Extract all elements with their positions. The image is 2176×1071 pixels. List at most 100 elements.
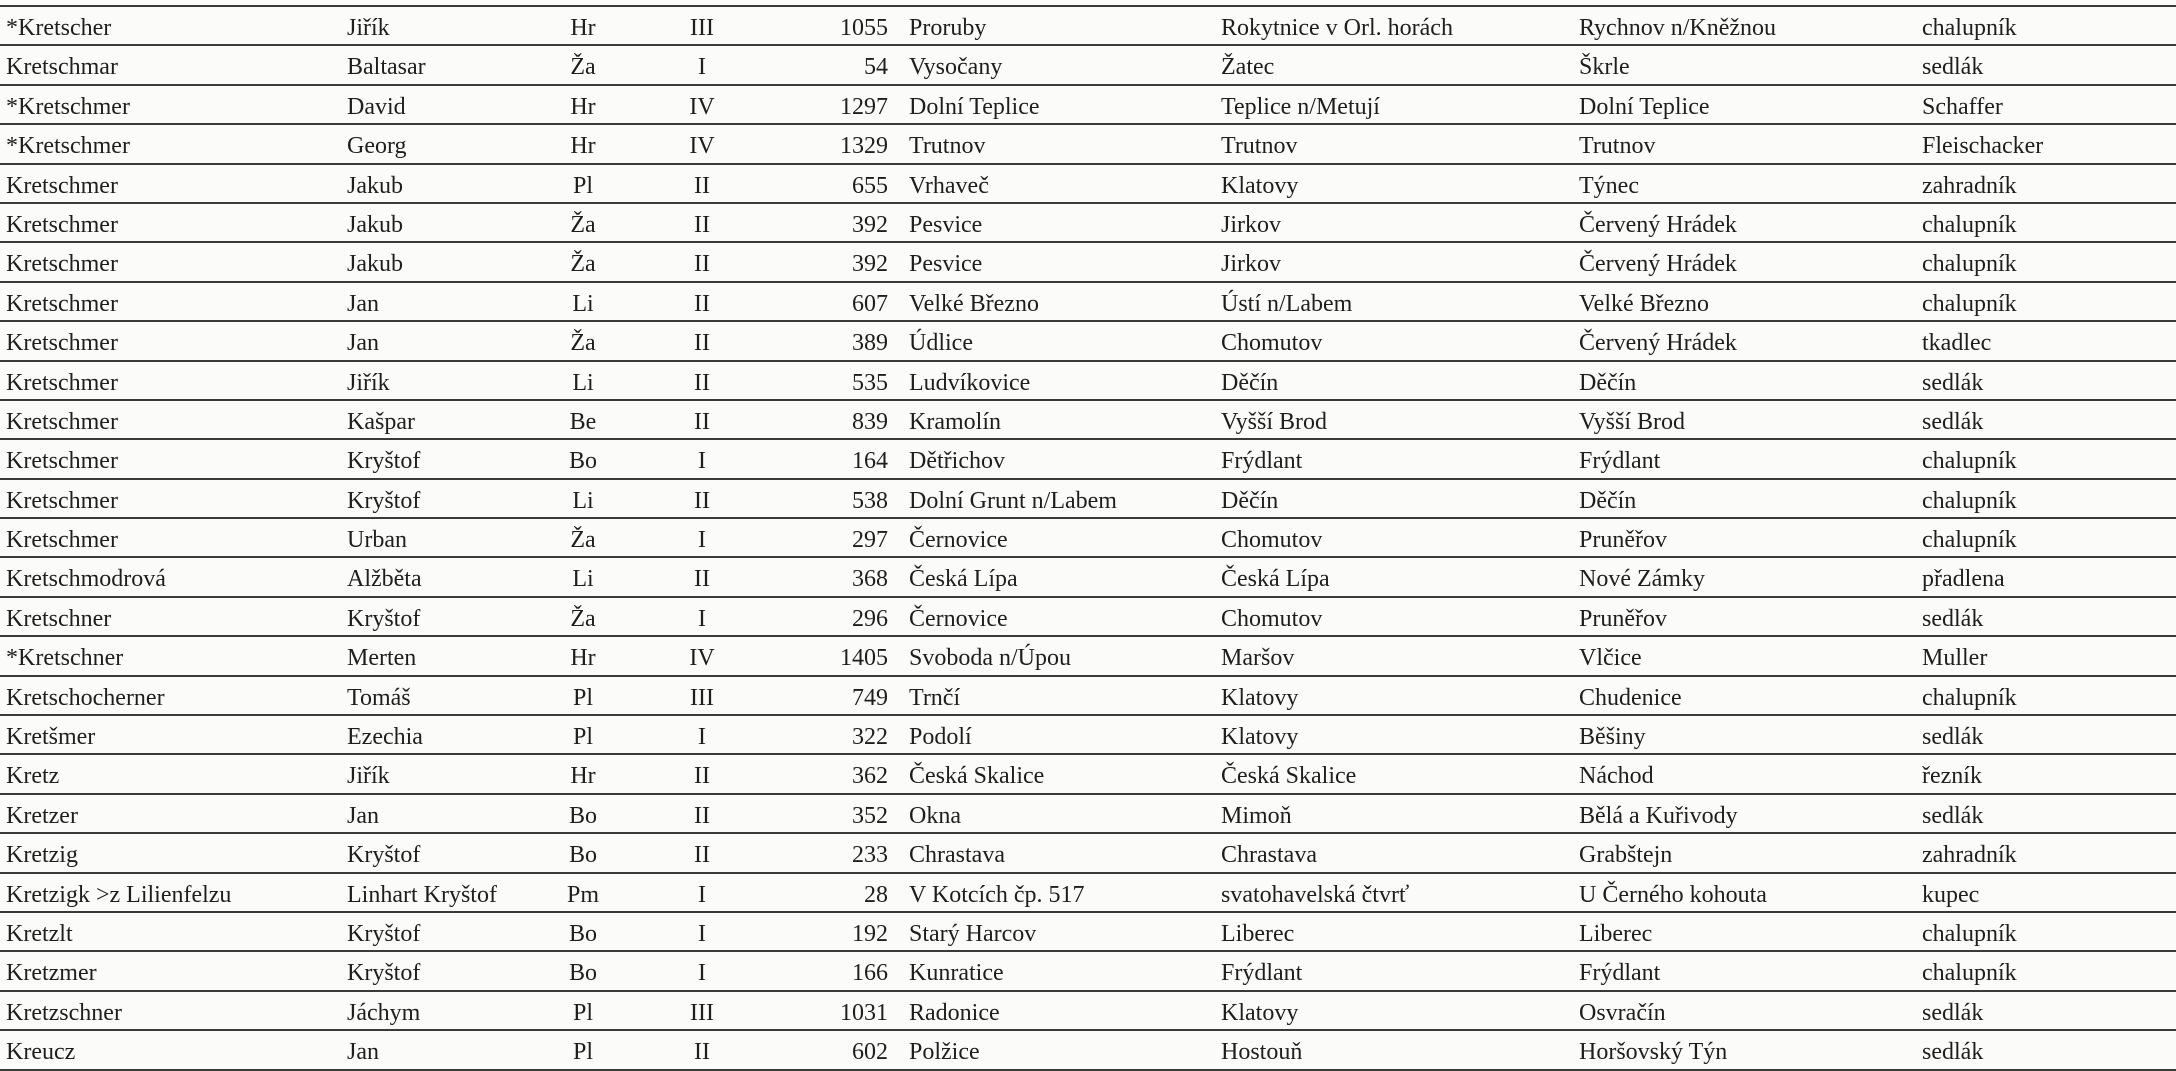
occupation-cell: chalupník xyxy=(1922,211,2017,238)
surname-cell: Kretzigk >z Lilienfelzu xyxy=(6,881,232,908)
district-cell: Chomutov xyxy=(1221,527,1323,554)
occupation-cell: sedlák xyxy=(1922,802,1984,829)
region-cell: Be xyxy=(569,408,597,435)
region-cell: Pl xyxy=(572,999,593,1026)
region-cell: Bo xyxy=(568,842,597,869)
record-number-cell: 352 xyxy=(852,802,888,829)
given-name-cell: Jan xyxy=(347,330,379,357)
region-cell: Ža xyxy=(570,251,596,278)
volume-cell: III xyxy=(690,999,714,1026)
region-cell: Bo xyxy=(568,448,597,475)
region-cell: Pl xyxy=(572,684,593,711)
region-cell: Li xyxy=(572,369,594,396)
surname-cell: *Kretscher xyxy=(6,15,112,41)
village-cell: Podolí xyxy=(909,724,972,751)
village-cell: Pesvice xyxy=(909,211,983,238)
occupation-cell: chalupník xyxy=(1922,684,2017,711)
region-cell: Pl xyxy=(572,724,593,751)
given-name-cell: David xyxy=(347,93,406,120)
district-cell: Žatec xyxy=(1221,54,1275,81)
estate-cell: Frýdlant xyxy=(1579,960,1661,987)
volume-cell: II xyxy=(694,1039,710,1066)
table-row: Kretschmer Jiřík Li II 535 Ludvíkovice Děčín Dě… xyxy=(0,359,2176,399)
region-cell: Bo xyxy=(568,960,597,987)
surname-cell: Kretšmer xyxy=(6,724,96,751)
district-cell: Mimoň xyxy=(1221,802,1292,829)
estate-cell: Osvračín xyxy=(1579,999,1666,1026)
district-cell: Klatovy xyxy=(1221,172,1299,199)
table-row: Kretschmer Kašpar Be II 839 Kramolín Vyšší Bro… xyxy=(0,398,2176,438)
estate-cell: Rychnov n/Kněžnou xyxy=(1579,15,1777,41)
surname-cell: Kretschmer xyxy=(6,527,118,554)
volume-cell: II xyxy=(694,408,710,435)
estate-cell: Náchod xyxy=(1579,763,1654,790)
volume-cell: II xyxy=(694,802,710,829)
given-name-cell: Kryštof xyxy=(347,920,421,947)
volume-cell: I xyxy=(698,920,706,947)
estate-cell: Nové Zámky xyxy=(1579,566,1705,593)
given-name-cell: Jiřík xyxy=(347,15,390,41)
record-number-cell: 1031 xyxy=(840,999,888,1026)
occupation-cell: zahradník xyxy=(1922,842,2017,869)
estate-cell: Vlčice xyxy=(1579,645,1642,672)
region-cell: Li xyxy=(572,566,594,593)
record-number-cell: 296 xyxy=(852,605,888,632)
record-number-cell: 392 xyxy=(852,251,888,278)
district-cell: Jirkov xyxy=(1221,251,1281,278)
district-cell: Česká Lípa xyxy=(1221,566,1330,593)
table-row: *Kretschmer Georg Hr IV 1329 Trutnov Trutnov Tr… xyxy=(0,123,2176,162)
occupation-cell: chalupník xyxy=(1922,527,2017,554)
village-cell: Česká Lípa xyxy=(909,566,1018,593)
village-cell: Chrastava xyxy=(909,842,1005,869)
volume-cell: II xyxy=(694,251,710,278)
district-cell: Děčín xyxy=(1221,369,1279,396)
district-cell: Jirkov xyxy=(1221,211,1281,238)
given-name-cell: Jakub xyxy=(347,211,403,238)
record-number-cell: 54 xyxy=(864,54,888,81)
record-number-cell: 166 xyxy=(852,960,888,987)
volume-cell: II xyxy=(694,487,710,514)
district-cell: Trutnov xyxy=(1221,133,1298,160)
occupation-cell: chalupník xyxy=(1922,290,2017,317)
record-number-cell: 1055 xyxy=(840,15,888,41)
village-cell: Starý Harcov xyxy=(909,920,1037,947)
record-number-cell: 362 xyxy=(852,763,888,790)
village-cell: Dolní Grunt n/Labem xyxy=(909,487,1117,514)
table-row: Kretschmer Jakub Ža II 392 Pesvice Jirkov Červe… xyxy=(0,201,2176,241)
estate-cell: Trutnov xyxy=(1579,133,1656,160)
occupation-cell: sedlák xyxy=(1922,1039,1984,1066)
table-row: Kretschmar Baltasar Ža I 54 Vysočany Žatec Škrl… xyxy=(0,44,2176,83)
district-cell: svatohavelská čtvrť xyxy=(1221,881,1410,908)
record-number-cell: 1297 xyxy=(840,93,888,120)
surname-cell: Kretzmer xyxy=(6,960,97,987)
occupation-cell: chalupník xyxy=(1922,15,2017,41)
given-name-cell: Alžběta xyxy=(347,566,422,593)
estate-cell: Týnec xyxy=(1579,172,1639,199)
estate-cell: Běšiny xyxy=(1579,724,1646,751)
given-name-cell: Kryštof xyxy=(347,960,421,987)
table-row: Kretschmer Jan Li II 607 Velké Březno Ústí n/L… xyxy=(0,280,2176,320)
surname-cell: Kretschmar xyxy=(6,54,118,81)
district-cell: Teplice n/Metují xyxy=(1221,93,1380,120)
table-row: Kretzlt Kryštof Bo I 192 Starý Harcov Liberec L… xyxy=(0,910,2176,950)
table-row: Kretšmer Ezechia Pl I 322 Podolí Klatovy Běšiny… xyxy=(0,714,2176,753)
region-cell: Ža xyxy=(570,54,596,81)
village-cell: Česká Skalice xyxy=(909,763,1045,790)
village-cell: Trutnov xyxy=(909,133,986,160)
estate-cell: Pruněřov xyxy=(1579,605,1667,632)
region-cell: Pm xyxy=(566,881,599,908)
surname-cell: Kretzig xyxy=(6,842,78,869)
given-name-cell: Georg xyxy=(347,133,407,160)
table-row: Kretschner Kryštof Ža I 296 Černovice Chomutov… xyxy=(0,595,2176,635)
estate-cell: Vyšší Brod xyxy=(1579,408,1686,435)
surname-cell: Kretschmer xyxy=(6,487,118,514)
estate-cell: Bělá a Kuřivody xyxy=(1579,802,1738,829)
given-name-cell: Jiřík xyxy=(347,369,390,396)
given-name-cell: Jakub xyxy=(347,172,403,199)
surname-cell: *Kretschner xyxy=(6,645,124,672)
record-number-cell: 322 xyxy=(852,724,888,751)
village-cell: Kramolín xyxy=(909,408,1001,435)
district-cell: Ústí n/Labem xyxy=(1221,290,1353,317)
district-cell: Rokytnice v Orl. horách xyxy=(1221,15,1453,41)
estate-cell: Červený Hrádek xyxy=(1579,330,1737,357)
